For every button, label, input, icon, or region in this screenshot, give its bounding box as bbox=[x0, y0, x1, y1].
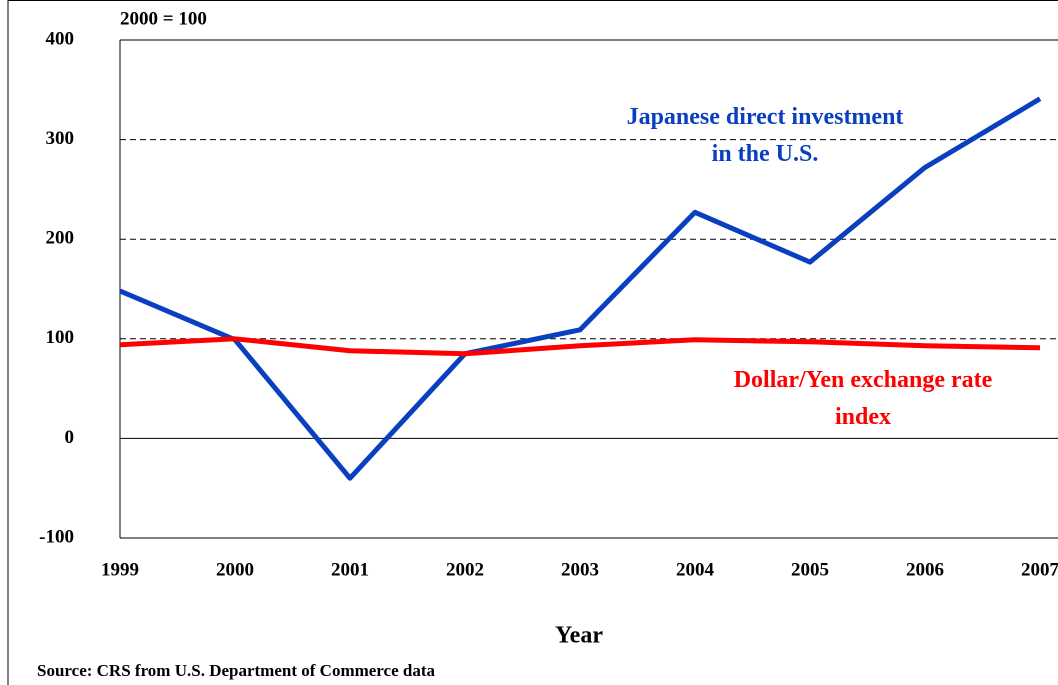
y-tick-label: 200 bbox=[46, 228, 75, 249]
x-tick-label: 2007 bbox=[1021, 559, 1058, 580]
x-axis-title: Year bbox=[555, 623, 603, 649]
x-tick-label: 2003 bbox=[561, 559, 599, 580]
series-line bbox=[119, 96, 1042, 481]
x-tick-label: 2005 bbox=[791, 559, 829, 580]
y-tick-label: 400 bbox=[46, 28, 75, 49]
x-tick-label: 2002 bbox=[446, 559, 484, 580]
series-label: Japanese direct investment in the U.S. bbox=[626, 104, 904, 167]
annotation: 2000 = 100 bbox=[120, 8, 207, 29]
x-tick-label: 2004 bbox=[676, 559, 715, 580]
frame bbox=[7, 0, 1058, 685]
y-tick-label: 300 bbox=[46, 128, 75, 149]
source-note: Source: CRS from U.S. Department of Comm… bbox=[37, 661, 436, 680]
x-tick-label: 2001 bbox=[331, 559, 369, 580]
series-line bbox=[119, 336, 1041, 357]
y-tick-label: -100 bbox=[39, 526, 74, 547]
x-tick-label: 1999 bbox=[101, 559, 139, 580]
y-tick-label: 100 bbox=[46, 327, 75, 348]
series-label: Dollar/Yen exchange rate index bbox=[733, 367, 993, 430]
x-tick-label: 2000 bbox=[216, 559, 254, 580]
y-tick-label: 0 bbox=[65, 427, 75, 448]
x-tick-label: 2006 bbox=[906, 559, 944, 580]
